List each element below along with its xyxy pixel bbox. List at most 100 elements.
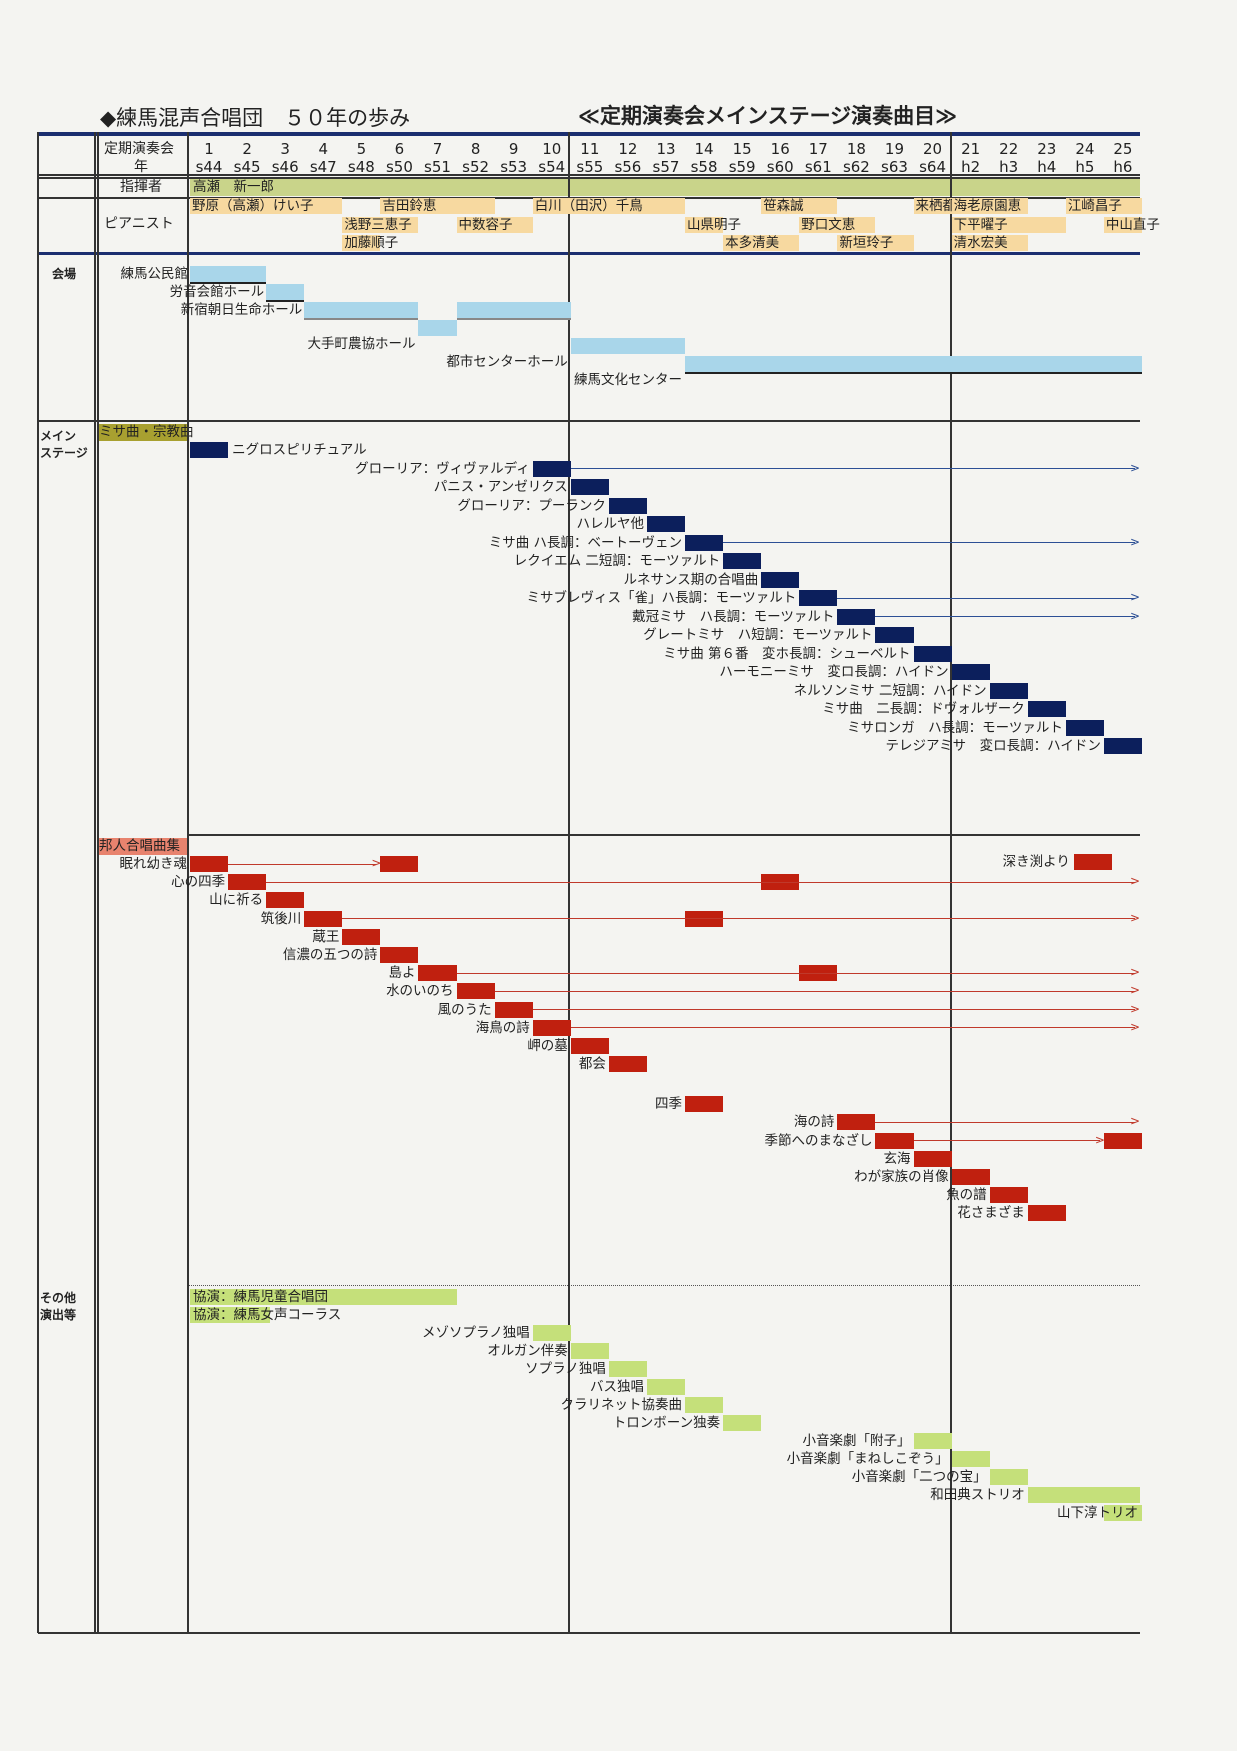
header-rule-4 (38, 252, 1140, 255)
japanese-work-name: 都会 (578, 1056, 606, 1073)
concert-number-label: 定期演奏会 (104, 141, 174, 157)
pianist-bar (456, 216, 533, 233)
japanese-work-bar (494, 1001, 533, 1018)
mass-work-name: パニス・アンゼリクス (433, 479, 568, 495)
other-bar (190, 1289, 457, 1305)
arrowhead-icon: > (1130, 983, 1141, 998)
pianist-bar (1103, 216, 1142, 233)
pianist-bar (761, 198, 838, 214)
mass-work-name: ネルソンミサ 二短調：ハイドン (793, 682, 987, 699)
other-bar (1027, 1487, 1140, 1503)
concert-number: 9 (508, 140, 519, 158)
japanese-work-bar (1073, 854, 1112, 870)
mass-work-name: ルネサンス期の合唱曲 (623, 571, 759, 588)
japanese-work-name: 深き渕より (1002, 854, 1070, 870)
venue-name: 新宿朝日生命ホール (180, 302, 303, 318)
concert-number: 14 (694, 140, 714, 158)
japanese-continuation-arrow (228, 863, 377, 865)
mass-work-bar (1103, 738, 1142, 754)
mass-work-bar (608, 497, 647, 514)
japanese-work-bar (1027, 1205, 1066, 1222)
other-work-name: オルガン伴奏 (487, 1343, 568, 1359)
concert-year: h3 (999, 158, 1019, 176)
other-work-name: 協演：練馬児童合唱団 (193, 1289, 328, 1305)
japanese-continuation-arrow (342, 918, 1135, 920)
mass-work-bar (1027, 701, 1066, 717)
concert-number: 24 (1075, 140, 1095, 158)
japanese-work-name: 水のいのち (386, 983, 454, 1000)
other-bar (1103, 1505, 1142, 1521)
pianist-bar (685, 216, 724, 233)
mass-work-bar (646, 516, 686, 532)
pianist-name: 中数容子 (458, 216, 513, 233)
mass-work-name: ミサ曲 二長調：ドヴォルザーク (822, 701, 1025, 717)
venue-bar (456, 302, 571, 318)
japanese-work-bar (913, 1150, 952, 1167)
japanese-work-bar (380, 947, 419, 963)
japanese-category-label: 邦人合唱曲集 (99, 838, 180, 854)
other-bar (532, 1325, 571, 1341)
pianist-name: 来栖都 (915, 198, 957, 214)
pianist-name: 中山直子 (1105, 216, 1160, 233)
concert-year: s58 (690, 158, 718, 176)
japanese-work-name: 魚の譜 (946, 1187, 987, 1204)
pianist-bar (723, 235, 800, 251)
other-bar (190, 1307, 270, 1323)
mass-work-name: ミサロンガ ハ長調：モーツァルト (847, 719, 1063, 736)
concert-number: 17 (808, 140, 828, 158)
concert-number: 10 (542, 140, 562, 158)
document-title: ◆練馬混声合唱団 ５０年の歩み (100, 106, 411, 130)
mass-work-name: レクイエム 二短調：モーツァルト (513, 553, 721, 569)
concert-number: 3 (280, 140, 290, 158)
venue-connector (685, 372, 1142, 374)
mass-work-name: ミサ曲 ハ長調：ベートーヴェン (488, 534, 683, 551)
japanese-work-name: 信濃の五つの詩 (282, 947, 378, 963)
concert-number: 16 (770, 140, 790, 158)
venue-connector (304, 318, 419, 320)
japanese-work-name: 風のうた (437, 1001, 492, 1018)
concert-number: 22 (999, 140, 1019, 158)
mass-category-label: ミサ曲・宗教曲 (99, 424, 194, 440)
pianist-bar (1065, 198, 1142, 214)
title-rule (38, 132, 1140, 136)
japanese-work-bar (266, 892, 305, 909)
arrowhead-icon: > (1130, 1019, 1141, 1034)
other-work-name: 小音楽劇「附子」 (802, 1433, 911, 1449)
other-work-name: バス独唱 (589, 1379, 644, 1395)
mass-work-name: グレートミサ ハ短調：モーツァルト (643, 627, 873, 643)
japanese-work-bar (418, 965, 457, 982)
concert-number: 8 (470, 140, 481, 158)
mass-work-bar (875, 627, 914, 643)
other-work-name: メゾソプラノ独唱 (422, 1325, 530, 1341)
concert-number: 15 (732, 140, 752, 158)
concert-year: s62 (842, 158, 870, 176)
other-bar (646, 1379, 686, 1395)
pianist-bar (799, 216, 876, 233)
japanese-work-bar (685, 1096, 724, 1113)
concert-year: s48 (347, 158, 375, 176)
japanese-work-name: 眠れ幼き魂 (119, 856, 188, 872)
pianist-name: 笹森誠 (763, 198, 804, 214)
pianist-bar (380, 198, 495, 214)
mass-work-bar (723, 553, 762, 569)
japanese-work-name: 蔵王 (312, 928, 340, 945)
concert-year: s54 (538, 158, 566, 176)
other-work-name: 協演：練馬女声コーラス (193, 1307, 342, 1323)
venue-connector (190, 282, 267, 284)
venue-connector (266, 300, 305, 302)
mass-work-name: グローリア：プーランク (457, 497, 606, 514)
conductor-label: 指揮者 (120, 179, 162, 195)
mass-work-name: ミサブレヴィス「雀」ハ長調：モーツァルト (526, 590, 797, 606)
concert-year: s50 (385, 158, 413, 176)
concert-number: 11 (580, 140, 600, 158)
mass-work-name: ハーモニーミサ 変ロ長調：ハイドン (719, 664, 949, 680)
pianist-bar (951, 198, 1028, 214)
concert-number: 13 (656, 140, 676, 158)
mass-work-bar (913, 645, 952, 662)
concert-year: s52 (462, 158, 490, 176)
japanese-work-bar (304, 910, 343, 927)
header-rule-1 (38, 174, 1140, 176)
arrowhead-icon: > (1130, 608, 1141, 623)
section-divider-main (38, 420, 1140, 422)
concert-number: 5 (356, 140, 367, 158)
